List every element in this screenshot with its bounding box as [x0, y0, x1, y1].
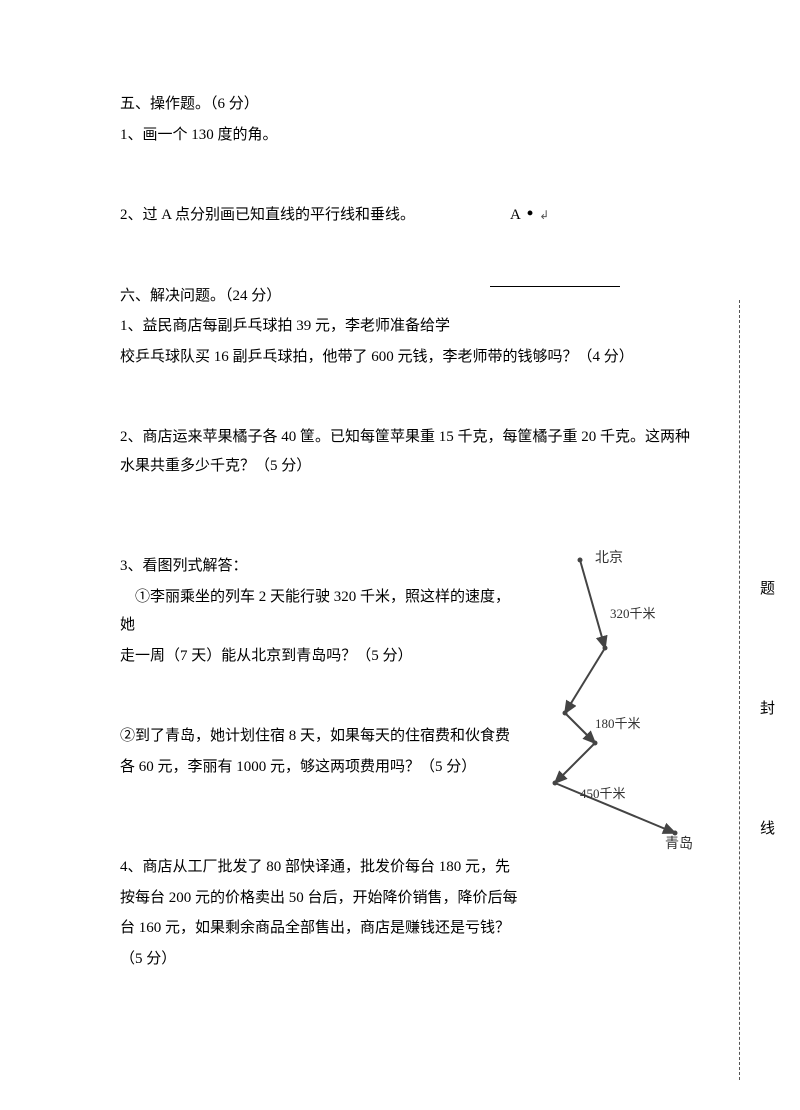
margin-char-3: 线 — [752, 820, 781, 835]
section5-title: 五、操作题。（6 分） — [120, 90, 700, 119]
map-dist2: 180千米 — [595, 716, 641, 731]
map-city-bottom: 青岛 — [665, 836, 693, 852]
section6-q3b-line1: ②到了青岛，她计划住宿 8 天，如果每天的住宿费和伙食费 — [120, 722, 520, 751]
section6-q3a-line2: 走一周（7 天）能从北京到青岛吗？（5 分） — [120, 642, 520, 671]
map-city-top: 北京 — [595, 550, 623, 566]
point-a-label: A — [510, 207, 521, 223]
section6-q3-title: 3、看图列式解答： — [120, 552, 520, 581]
point-a-marker: A • ↲ — [510, 196, 549, 230]
margin-char-2: 封 — [752, 700, 781, 715]
blank-underline — [490, 286, 620, 287]
section6-q3a-line1: ①李丽乘坐的列车 2 天能行驶 320 千米，照这样的速度，她 — [120, 583, 520, 640]
margin-dashed-line — [739, 300, 740, 1080]
section5-q1: 1、画一个 130 度的角。 — [120, 121, 700, 150]
section6-q1-line1: 1、益民商店每副乒乓球拍 39 元，李老师准备给学 — [120, 312, 700, 341]
section6-q4-line1: 4、商店从工厂批发了 80 部快译通，批发价每台 180 元，先 — [120, 853, 520, 882]
margin-char-1: 题 — [752, 580, 781, 595]
section6-q4-line4: （5 分） — [120, 945, 520, 974]
section5-q2: 2、过 A 点分别画已知直线的平行线和垂线。 — [120, 201, 700, 230]
section6-q3b-line2: 各 60 元，李丽有 1000 元，够这两项费用吗？（5 分） — [120, 753, 520, 782]
section6-q2: 2、商店运来苹果橘子各 40 筐。已知每筐苹果重 15 千克，每筐橘子重 20 … — [120, 423, 700, 480]
section6-q1-line2: 校乒乓球队买 16 副乒乓球拍，他带了 600 元钱，李老师带的钱够吗？（4 分… — [120, 343, 700, 372]
point-a-arrow: ↲ — [539, 208, 549, 222]
section6-q4-line2: 按每台 200 元的价格卖出 50 台后，开始降价销售，降价后每 — [120, 884, 520, 913]
route-map: 北京 320千米 180千米 450千米 青岛 — [535, 548, 700, 868]
map-dist3: 450千米 — [580, 786, 626, 801]
point-a-dot: • — [527, 203, 533, 223]
section6-q4-line3: 台 160 元，如果剩余商品全部售出，商店是赚钱还是亏钱？ — [120, 914, 520, 943]
map-dist1: 320千米 — [610, 606, 656, 621]
